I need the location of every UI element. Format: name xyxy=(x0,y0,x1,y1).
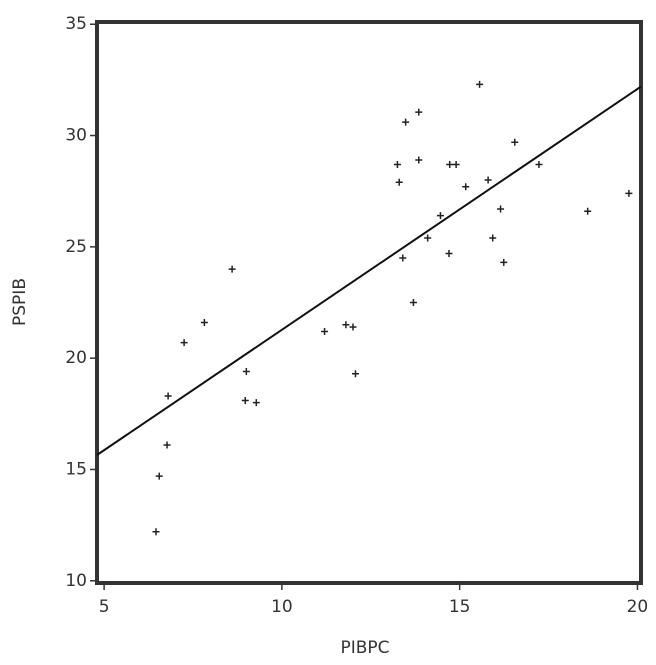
point xyxy=(436,212,444,220)
point xyxy=(342,321,350,329)
point xyxy=(535,160,543,168)
point xyxy=(584,207,592,215)
x-tick-label: 5 xyxy=(99,597,110,617)
point xyxy=(409,299,417,306)
point xyxy=(395,178,403,186)
x-tick-label: 20 xyxy=(627,597,649,617)
point xyxy=(252,399,260,407)
point xyxy=(462,183,470,191)
point xyxy=(489,234,497,242)
point xyxy=(497,205,505,213)
x-tick-label: 10 xyxy=(271,597,293,617)
x-tick-label: 15 xyxy=(449,597,471,617)
point xyxy=(424,234,432,242)
point xyxy=(452,160,460,168)
x-axis-label: PIBPC xyxy=(340,638,389,658)
point xyxy=(242,368,250,376)
point xyxy=(180,339,188,347)
point xyxy=(241,396,249,404)
point xyxy=(484,176,492,184)
point xyxy=(625,189,633,197)
y-tick-label: 25 xyxy=(65,237,87,257)
y-tick-label: 20 xyxy=(65,348,87,368)
trend-line xyxy=(96,85,642,456)
y-tick-label: 35 xyxy=(65,14,87,34)
point xyxy=(402,118,410,126)
point xyxy=(446,160,454,168)
point xyxy=(163,441,171,449)
point xyxy=(500,258,508,266)
point xyxy=(445,250,453,258)
plot-frame xyxy=(95,20,643,585)
point xyxy=(152,528,160,536)
point xyxy=(399,254,407,262)
point xyxy=(321,327,329,335)
y-tick-label: 10 xyxy=(65,571,87,591)
y-tick-label: 30 xyxy=(65,126,87,146)
point xyxy=(476,80,484,88)
point xyxy=(415,156,423,164)
point xyxy=(200,319,208,327)
point xyxy=(511,138,519,146)
point xyxy=(393,160,401,168)
point xyxy=(155,472,163,480)
point xyxy=(228,265,236,273)
point xyxy=(415,108,423,116)
point xyxy=(349,323,357,331)
y-axis-label: PSPIB xyxy=(10,278,30,326)
point xyxy=(164,392,172,400)
y-tick-label: 15 xyxy=(65,459,87,479)
point xyxy=(351,370,359,378)
